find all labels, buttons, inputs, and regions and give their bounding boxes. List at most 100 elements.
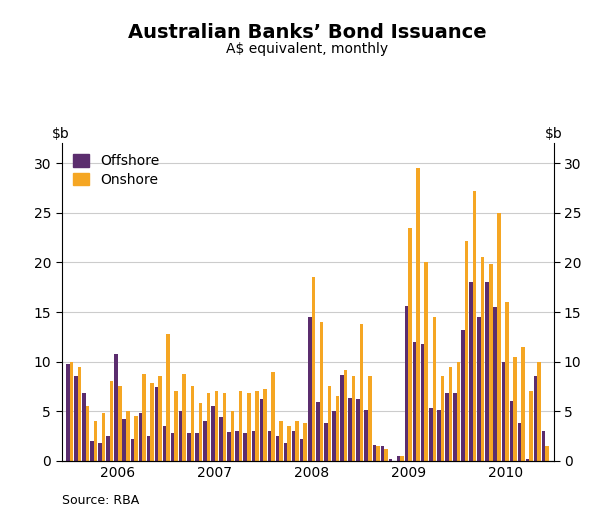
Bar [421, 344, 424, 461]
Bar [336, 396, 339, 461]
Text: $b: $b [545, 127, 563, 141]
Bar [271, 372, 275, 461]
Bar [368, 376, 371, 461]
Bar [312, 278, 315, 461]
Bar [432, 317, 436, 461]
Bar [400, 456, 404, 461]
Bar [74, 376, 77, 461]
Bar [231, 411, 234, 461]
Bar [130, 439, 134, 461]
Bar [268, 431, 271, 461]
Bar [518, 423, 522, 461]
Bar [142, 374, 146, 461]
Bar [155, 388, 158, 461]
Bar [405, 306, 408, 461]
Bar [199, 403, 202, 461]
Bar [223, 393, 226, 461]
Bar [303, 423, 307, 461]
Bar [211, 406, 215, 461]
Bar [416, 168, 420, 461]
Bar [179, 411, 183, 461]
Bar [175, 391, 178, 461]
Bar [389, 459, 392, 461]
Bar [110, 381, 113, 461]
Bar [373, 445, 376, 461]
Bar [239, 391, 242, 461]
Bar [252, 431, 255, 461]
Bar [171, 433, 175, 461]
Bar [287, 426, 291, 461]
Bar [477, 317, 481, 461]
Bar [163, 426, 166, 461]
Bar [66, 364, 69, 461]
Bar [534, 376, 538, 461]
Bar [546, 446, 549, 461]
Bar [320, 322, 323, 461]
Text: Australian Banks’ Bond Issuance: Australian Banks’ Bond Issuance [128, 23, 487, 42]
Bar [481, 258, 485, 461]
Bar [276, 436, 279, 461]
Bar [300, 439, 303, 461]
Bar [461, 330, 465, 461]
Bar [437, 410, 440, 461]
Bar [376, 446, 379, 461]
Bar [538, 361, 541, 461]
Bar [332, 411, 336, 461]
Bar [93, 421, 97, 461]
Bar [465, 241, 469, 461]
Bar [497, 213, 501, 461]
Bar [126, 411, 130, 461]
Bar [510, 401, 513, 461]
Bar [352, 376, 355, 461]
Bar [453, 393, 457, 461]
Bar [365, 410, 368, 461]
Bar [220, 417, 223, 461]
Bar [207, 393, 210, 461]
Bar [381, 446, 384, 461]
Bar [344, 370, 347, 461]
Bar [183, 374, 186, 461]
Text: A$ equivalent, monthly: A$ equivalent, monthly [226, 42, 389, 56]
Bar [530, 391, 533, 461]
Bar [348, 398, 352, 461]
Bar [502, 361, 505, 461]
Text: $b: $b [52, 127, 70, 141]
Bar [513, 357, 517, 461]
Bar [260, 399, 263, 461]
Text: Source: RBA: Source: RBA [62, 494, 139, 507]
Bar [429, 408, 432, 461]
Bar [328, 387, 331, 461]
Bar [69, 361, 73, 461]
Bar [284, 443, 287, 461]
Bar [166, 334, 170, 461]
Bar [146, 436, 150, 461]
Bar [526, 459, 530, 461]
Bar [236, 431, 239, 461]
Bar [522, 347, 525, 461]
Bar [85, 406, 89, 461]
Bar [244, 433, 247, 461]
Bar [82, 393, 85, 461]
Bar [316, 402, 320, 461]
Bar [413, 342, 416, 461]
Bar [505, 302, 509, 461]
Bar [114, 354, 118, 461]
Bar [90, 441, 93, 461]
Legend: Offshore, Onshore: Offshore, Onshore [68, 151, 164, 191]
Bar [493, 307, 497, 461]
Bar [360, 324, 363, 461]
Bar [356, 399, 360, 461]
Bar [542, 431, 546, 461]
Bar [138, 413, 142, 461]
Bar [324, 423, 328, 461]
Bar [397, 456, 400, 461]
Bar [340, 375, 344, 461]
Bar [440, 376, 444, 461]
Bar [98, 443, 102, 461]
Bar [228, 432, 231, 461]
Bar [158, 376, 162, 461]
Bar [255, 391, 259, 461]
Bar [187, 433, 191, 461]
Bar [122, 419, 126, 461]
Bar [308, 317, 312, 461]
